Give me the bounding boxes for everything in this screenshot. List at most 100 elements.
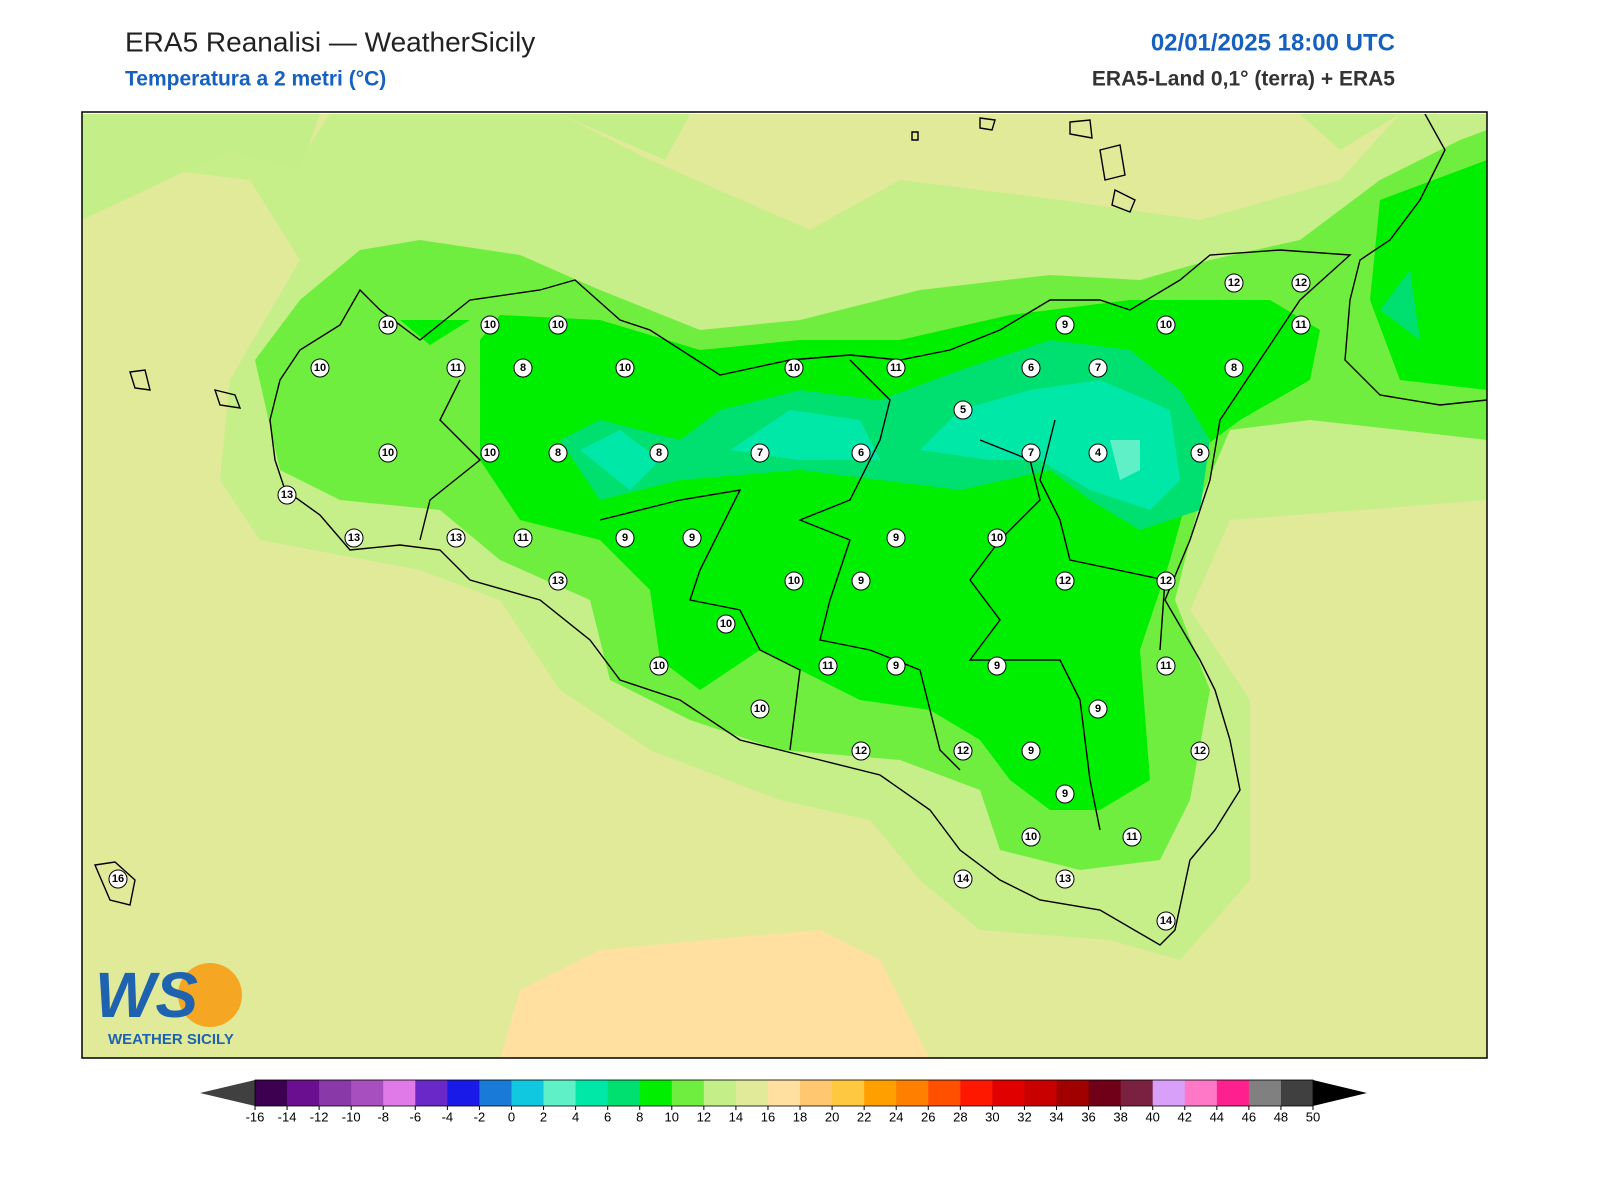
station-marker	[649, 656, 669, 676]
station-value: 9	[893, 532, 899, 544]
logo-name: WEATHER SICILY	[108, 1031, 234, 1048]
station-value: 14	[1160, 915, 1173, 927]
colorbar-segment	[1248, 1080, 1282, 1106]
station-value: 9	[1095, 703, 1101, 715]
station-value: 16	[112, 873, 124, 885]
colorbar-segment	[1056, 1080, 1090, 1106]
station-marker	[615, 358, 635, 378]
colorbar-segment	[671, 1080, 705, 1106]
colorbar-tick-label: 42	[1178, 1109, 1192, 1124]
station-value: 9	[994, 660, 1000, 672]
colorbar-tick-label: 4	[572, 1109, 579, 1124]
station-marker	[1156, 315, 1176, 335]
station-value: 9	[858, 575, 864, 587]
colorbar-segment	[960, 1080, 993, 1106]
station-value: 13	[281, 489, 293, 501]
logo-sun	[178, 963, 242, 1027]
station-marker	[784, 571, 804, 591]
colorbar-segment	[447, 1080, 480, 1106]
colorbar-segment	[639, 1080, 673, 1106]
station-value: 10	[1160, 319, 1172, 331]
station-value: 10	[653, 660, 665, 672]
logo: WS WEATHER SICILY	[95, 959, 242, 1048]
temperature-field	[82, 114, 1487, 1058]
station-value: 14	[957, 873, 970, 885]
station-marker	[548, 443, 568, 463]
colorbar-segment	[383, 1080, 416, 1106]
colorbar-segment	[992, 1080, 1025, 1106]
colorbar-segment	[415, 1080, 448, 1106]
colorbar-segment	[1088, 1080, 1122, 1106]
title: ERA5 Reanalisi — WeatherSicily	[125, 26, 535, 57]
colorbar-tick-label: 24	[889, 1109, 903, 1124]
station-marker	[1021, 443, 1041, 463]
station-value: 4	[1095, 447, 1102, 459]
station-value: 11	[1126, 831, 1138, 843]
station-marker	[1088, 443, 1108, 463]
station-marker	[446, 358, 466, 378]
station-marker	[1088, 358, 1108, 378]
station-value: 10	[552, 319, 564, 331]
coastline	[269, 249, 1352, 946]
station-value: 7	[757, 447, 763, 459]
colorbar-segment	[607, 1080, 641, 1106]
station-value: 9	[622, 532, 628, 544]
station-value: 8	[1231, 362, 1237, 374]
station-value: 10	[1025, 831, 1037, 843]
colorbar-segment	[287, 1080, 320, 1106]
station-marker	[548, 315, 568, 335]
station-marker	[548, 571, 568, 591]
station-value: 9	[1062, 788, 1068, 800]
station-value: 12	[855, 745, 867, 757]
station-value: 5	[960, 404, 966, 416]
logo-mark: WS	[95, 959, 198, 1031]
colorbar-segment	[575, 1080, 609, 1106]
station-marker	[480, 443, 500, 463]
station-marker	[818, 656, 838, 676]
colorbar-tick-label: 26	[921, 1109, 935, 1124]
colorbar-tick-label: -6	[410, 1109, 422, 1124]
station-value: 12	[1194, 745, 1206, 757]
source: ERA5-Land 0,1° (terra) + ERA5	[1092, 68, 1395, 91]
station-value: 12	[1295, 277, 1307, 289]
station-marker	[716, 614, 736, 634]
colorbar-tick-label: 46	[1242, 1109, 1256, 1124]
colorbar-tick-label: 32	[1017, 1109, 1031, 1124]
calabria-coast	[1344, 114, 1487, 406]
islands	[93, 117, 1136, 906]
colorbar-tick-label: 16	[761, 1109, 775, 1124]
station-marker	[1055, 571, 1075, 591]
station-value: 9	[1028, 745, 1034, 757]
station-marker	[513, 358, 533, 378]
station-value: 10	[991, 532, 1003, 544]
station-marker	[953, 869, 973, 889]
station-marker	[615, 528, 635, 548]
colorbar-segment	[511, 1080, 545, 1106]
station-value: 13	[348, 532, 360, 544]
colorbar-tick-label: -16	[246, 1109, 265, 1124]
colorbar-tick-label: -14	[278, 1109, 297, 1124]
station-marker	[1021, 827, 1041, 847]
colorbar-tick-label: 30	[985, 1109, 999, 1124]
station-marker	[851, 741, 871, 761]
colorbar-segment	[1024, 1080, 1058, 1106]
colorbar-tick-label: 2	[540, 1109, 547, 1124]
station-marker	[784, 358, 804, 378]
colorbar-tick-label: 18	[793, 1109, 807, 1124]
station-marker	[108, 869, 128, 889]
station-marker	[886, 358, 906, 378]
station-value: 10	[619, 362, 631, 374]
colorbar-segment	[800, 1080, 833, 1106]
station-value: 10	[788, 362, 800, 374]
colorbar-tick-label: 14	[729, 1109, 743, 1124]
station-marker	[1190, 741, 1210, 761]
colorbar-segment	[1184, 1080, 1218, 1106]
station-marker	[1224, 273, 1244, 293]
station-value: 8	[656, 447, 662, 459]
colorbar-tick-label: -8	[377, 1109, 389, 1124]
colorbar-segment	[1216, 1080, 1250, 1106]
station-value: 8	[520, 362, 526, 374]
station-value: 11	[822, 660, 834, 672]
